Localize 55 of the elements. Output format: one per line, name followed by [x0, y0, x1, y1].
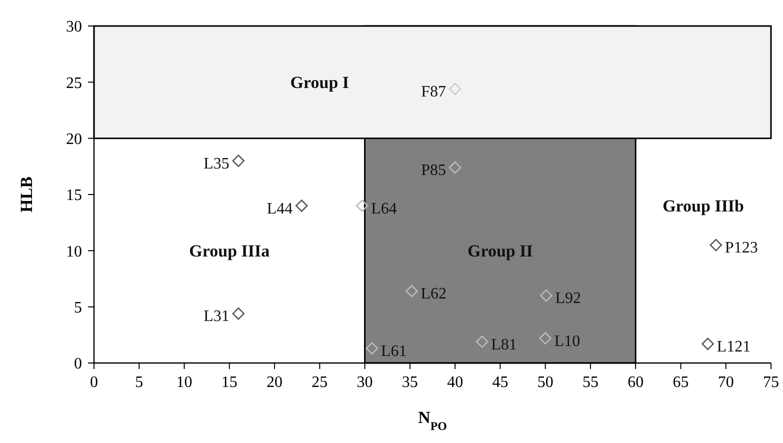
annotation: P123 — [724, 240, 758, 257]
y-tick-label: 30 — [66, 18, 82, 36]
annotation: L81 — [491, 336, 517, 354]
x-tick-label: 20 — [266, 374, 283, 391]
x-tick-label: 30 — [356, 374, 373, 391]
x-tick-label: 65 — [672, 374, 689, 391]
point — [540, 289, 552, 302]
x-tick-label: 55 — [582, 374, 598, 391]
point — [356, 200, 368, 212]
point — [702, 338, 714, 350]
annotation: L35 — [204, 155, 230, 172]
point — [539, 332, 552, 344]
x-tick-label: 60 — [628, 374, 644, 391]
point — [710, 238, 722, 252]
point — [295, 200, 308, 212]
x-tick-label: 35 — [402, 374, 418, 391]
y-tick-label: 25 — [66, 74, 82, 92]
point — [448, 82, 462, 96]
annotation: L61 — [381, 342, 407, 360]
x-tick-label: 75 — [763, 374, 779, 391]
point — [476, 336, 488, 348]
annotation: L121 — [716, 338, 751, 356]
x-tick-label: 25 — [312, 374, 328, 391]
band-label: Group II — [468, 242, 534, 261]
annotation: L64 — [371, 200, 397, 218]
x-tick-label: 50 — [537, 374, 554, 391]
point — [232, 154, 245, 167]
point — [232, 307, 245, 320]
annotation: F87 — [421, 84, 446, 101]
band-label: Group I — [290, 73, 350, 92]
x-tick-label: 45 — [492, 374, 508, 391]
annotation: L62 — [420, 286, 447, 303]
annotation: L31 — [204, 308, 230, 326]
point — [366, 342, 378, 355]
x-tick-label: 70 — [718, 374, 734, 391]
annotation: Group IIIa — [189, 242, 270, 261]
y-tick-label: 20 — [66, 130, 82, 148]
x-tick-label: 0 — [90, 374, 98, 391]
x-tick-label: 40 — [447, 374, 464, 391]
y-axis-title: HLB — [17, 176, 36, 212]
point — [406, 284, 418, 298]
annotation: L44 — [266, 200, 293, 218]
x-tick-label: 15 — [221, 374, 238, 391]
point — [448, 161, 462, 174]
y-tick-label: 0 — [74, 356, 82, 373]
x-tick-label: 5 — [135, 374, 144, 391]
x-axis-title: N$_{PO}$ — [418, 408, 447, 433]
y-tick-label: 5 — [74, 299, 82, 316]
annotation: P85 — [421, 162, 446, 180]
annotation: Group IIIb — [662, 196, 744, 216]
y-tick-label: 15 — [66, 187, 82, 204]
annotation: L10 — [554, 332, 580, 350]
x-tick-label: 10 — [176, 374, 192, 391]
annotation: L92 — [555, 290, 582, 308]
y-tick-label: 10 — [66, 243, 82, 260]
